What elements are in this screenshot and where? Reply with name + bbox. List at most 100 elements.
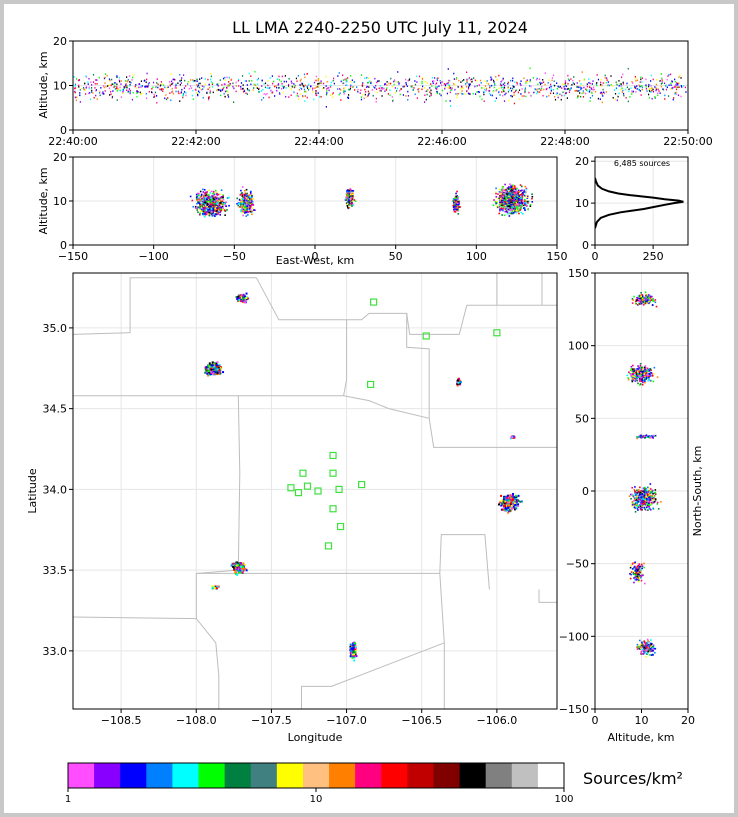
plan-source-point	[213, 363, 216, 366]
plan-source-point	[505, 504, 508, 507]
ta-source-point	[625, 88, 627, 91]
ew-source-point	[514, 204, 517, 206]
lma-figure: 22:40:00 22:42:00 22:44:00 22:46:00 22:48:00…	[26, 18, 713, 805]
ew-source-point	[524, 185, 527, 188]
ta-source-point	[550, 89, 552, 92]
ew-source-point	[199, 196, 202, 199]
ew-source-point	[250, 202, 252, 205]
ta-source-point	[229, 83, 231, 85]
ew-source-point	[509, 188, 511, 190]
ew-source-point	[514, 187, 516, 189]
ew-source-point	[243, 206, 246, 208]
ns-source-point	[645, 300, 647, 303]
ta-source-point	[648, 97, 651, 99]
plan-source-point	[235, 564, 238, 567]
ta-source-point	[278, 79, 281, 81]
ew-source-point	[197, 211, 199, 214]
ta-source-point	[246, 93, 248, 95]
ta-source-point	[391, 96, 393, 98]
ta-source-point	[467, 87, 470, 90]
ta-source-point	[486, 82, 488, 84]
ew-source-point	[521, 205, 523, 208]
ta-source-point	[95, 89, 97, 91]
ew-source-point	[452, 204, 455, 207]
plan-source-point	[241, 567, 244, 570]
ew-source-point	[518, 201, 520, 204]
ns-source-point	[651, 299, 654, 301]
plan-source-point	[513, 435, 516, 438]
ta-source-point	[485, 89, 487, 92]
ew-source-point	[499, 204, 502, 207]
ta-source-point	[360, 98, 363, 101]
ta-source-point	[473, 77, 475, 79]
ew-source-point	[243, 208, 245, 211]
ew-source-point	[217, 200, 219, 202]
plan-source-point	[353, 653, 356, 656]
plan-source-point	[506, 508, 509, 511]
ta-source-point	[332, 79, 334, 82]
ew-source-point	[346, 200, 349, 202]
ta-source-point	[79, 94, 81, 97]
ew-source-point	[501, 201, 504, 204]
ta-source-point	[406, 85, 408, 88]
ta-source-point	[561, 87, 563, 89]
ta-source-point	[490, 78, 492, 81]
plan-source-point	[350, 647, 353, 650]
ew-source-point	[512, 199, 515, 202]
ta-source-point	[350, 74, 352, 77]
ew-source-point	[513, 206, 516, 208]
ew-source-point	[214, 197, 217, 200]
ew-source-point	[214, 189, 217, 192]
plan-source-point	[351, 654, 354, 657]
plan-source-point	[216, 361, 219, 364]
ta-source-point	[343, 82, 345, 84]
ta-source-point	[378, 80, 380, 82]
ta-source-point	[122, 88, 124, 91]
ew-source-point	[517, 189, 520, 192]
ta-source-point	[190, 87, 193, 89]
ew-source-point	[200, 203, 203, 206]
ew-source-point	[509, 190, 511, 193]
ew-source-point	[218, 202, 220, 204]
ew-source-point	[197, 192, 200, 195]
ns-source-point	[650, 369, 652, 371]
ta-source-point	[94, 87, 96, 89]
ns-source-point	[637, 297, 639, 299]
ew-source-point	[250, 198, 253, 200]
ew-source-point	[251, 207, 254, 210]
ta-source-point	[140, 86, 142, 88]
ew-source-point	[348, 206, 351, 209]
ew-source-point	[499, 202, 502, 204]
ta-source-point	[252, 89, 254, 92]
plan-source-point	[516, 500, 519, 503]
ta-source-point	[405, 83, 407, 86]
ta-source-point	[350, 84, 352, 87]
ta-source-point	[244, 80, 246, 82]
ta-source-point	[107, 85, 109, 87]
ta-source-point	[306, 96, 308, 99]
ta-source-point	[110, 84, 112, 87]
ew-source-point	[204, 201, 206, 203]
ta-source-point	[490, 76, 492, 79]
ns-source-point	[636, 296, 638, 299]
plan-source-point	[505, 501, 508, 504]
ta-source-point	[668, 84, 670, 87]
ew-source-point	[526, 200, 529, 203]
ta-source-point	[675, 91, 677, 94]
ew-source-point	[346, 190, 348, 192]
ns-source-point	[648, 297, 650, 299]
ew-source-point	[241, 208, 244, 210]
ta-source-point	[275, 86, 278, 89]
plan-source-point	[237, 569, 240, 572]
ta-source-point	[534, 88, 536, 90]
ta-source-point	[650, 87, 652, 90]
ta-source-point	[290, 80, 292, 83]
ta-source-point	[602, 95, 604, 97]
ta-source-point	[143, 80, 145, 82]
ns-source-point	[646, 296, 648, 299]
ew-source-point	[242, 214, 244, 217]
ta-source-point	[123, 87, 125, 90]
ns-source-point	[644, 291, 647, 294]
ns-source-point	[648, 299, 650, 301]
ew-source-point	[247, 205, 250, 207]
